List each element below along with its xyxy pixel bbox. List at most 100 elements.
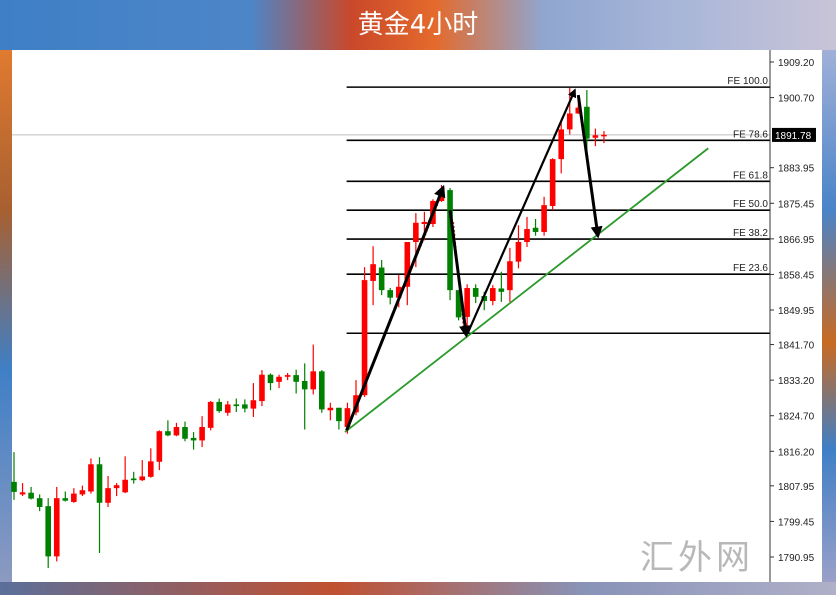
watermark: 汇外网 — [640, 538, 754, 578]
candle-body — [464, 288, 470, 317]
candle-body — [447, 190, 453, 291]
fe-level-label: FE 61.8 — [733, 170, 768, 181]
candle-body — [148, 461, 154, 477]
y-tick-label: 1816.20 — [778, 447, 815, 458]
candle-body — [549, 159, 556, 206]
candle-body — [413, 222, 419, 242]
chart-title: 黄金4小时 — [357, 10, 479, 40]
chart-panel — [12, 50, 822, 582]
candle-body — [558, 129, 564, 160]
candle-body — [378, 267, 385, 291]
fe-level-label: FE 50.0 — [733, 199, 768, 210]
candle-body — [96, 464, 103, 503]
candle-body — [515, 241, 522, 262]
wave-arrow — [466, 88, 577, 333]
candle-body — [259, 374, 265, 402]
y-tick-label: 1833.20 — [778, 376, 815, 387]
y-tick-label: 1900.70 — [778, 94, 815, 105]
candle-body — [242, 404, 248, 409]
candle-body — [130, 478, 137, 481]
candle-body — [319, 371, 325, 410]
candle-body — [293, 375, 299, 382]
candle-body — [11, 481, 17, 492]
candle-body — [361, 280, 368, 396]
wave-arrow — [345, 184, 446, 431]
fe-level-label: FE 100.0 — [727, 76, 768, 87]
candle-body — [276, 376, 282, 382]
candle-body — [601, 134, 607, 137]
candle-body — [592, 135, 599, 138]
candle-body — [182, 427, 188, 439]
y-tick-label: 1875.45 — [778, 199, 815, 210]
candle-body — [113, 485, 120, 489]
candle-body — [71, 493, 77, 502]
candle-body — [105, 488, 111, 503]
candle-body — [310, 371, 317, 390]
wave-arrow — [576, 94, 603, 239]
y-tick-label: 1790.95 — [778, 553, 815, 564]
candle-body — [216, 401, 222, 412]
candle-body — [524, 229, 530, 242]
candle-body — [481, 295, 488, 302]
candle-body — [267, 374, 274, 384]
candle-body — [45, 506, 51, 557]
candle-body — [472, 288, 479, 297]
y-tick-label: 1883.95 — [778, 164, 815, 175]
candle-body — [490, 288, 496, 302]
candle-body — [79, 490, 86, 495]
candle-body — [190, 437, 197, 441]
candle-body — [173, 427, 180, 436]
candle-body — [122, 479, 128, 493]
y-tick-label: 1909.20 — [778, 58, 815, 69]
candle-body — [224, 404, 231, 413]
candle-body — [421, 221, 428, 224]
y-tick-label: 1807.95 — [778, 482, 815, 493]
candle-body — [28, 492, 34, 499]
candle-body — [507, 261, 513, 291]
candle-body — [575, 107, 582, 114]
candle-body — [207, 401, 214, 428]
candle-body — [233, 404, 240, 407]
candle-body — [301, 380, 308, 390]
current-price-label: 1891.78 — [775, 131, 812, 142]
current-price-tag — [772, 127, 816, 142]
candle-body — [455, 290, 462, 318]
candle-body — [387, 290, 393, 298]
candle-body — [53, 498, 60, 557]
candle-body — [327, 407, 334, 411]
background-bottom — [0, 582, 836, 595]
fe-level-label: FE 38.2 — [733, 228, 768, 239]
y-tick-label: 1858.45 — [778, 270, 815, 281]
candle-body — [336, 407, 342, 422]
candle-body — [139, 476, 146, 481]
candle-body — [250, 400, 257, 409]
wave-arrow — [448, 209, 472, 338]
fe-level-label: FE 78.6 — [733, 129, 768, 140]
y-tick-label: 1849.95 — [778, 306, 815, 317]
candle-body — [541, 205, 547, 232]
candle-body — [584, 106, 590, 139]
y-tick-label: 1866.95 — [778, 235, 815, 246]
candle-body — [566, 113, 573, 130]
background-left — [0, 50, 12, 582]
y-tick-label: 1799.45 — [778, 517, 815, 528]
candle-body — [498, 288, 505, 292]
fe-level-label: FE 23.6 — [733, 263, 768, 274]
candle-body — [344, 408, 351, 428]
candle-body — [395, 286, 402, 298]
candle-body — [532, 227, 539, 232]
candle-body — [370, 264, 376, 281]
candle-body — [284, 375, 291, 377]
candle-body — [404, 241, 411, 287]
candle-body — [19, 492, 26, 495]
support-trendline — [344, 147, 709, 433]
candle-body — [88, 464, 94, 492]
candle-body — [62, 498, 69, 501]
y-tick-label: 1824.70 — [778, 412, 815, 423]
candle-body — [199, 427, 205, 441]
candle-body — [156, 431, 163, 462]
y-tick-label: 1841.70 — [778, 341, 815, 352]
candle-body — [36, 498, 43, 507]
background-right — [822, 50, 836, 582]
